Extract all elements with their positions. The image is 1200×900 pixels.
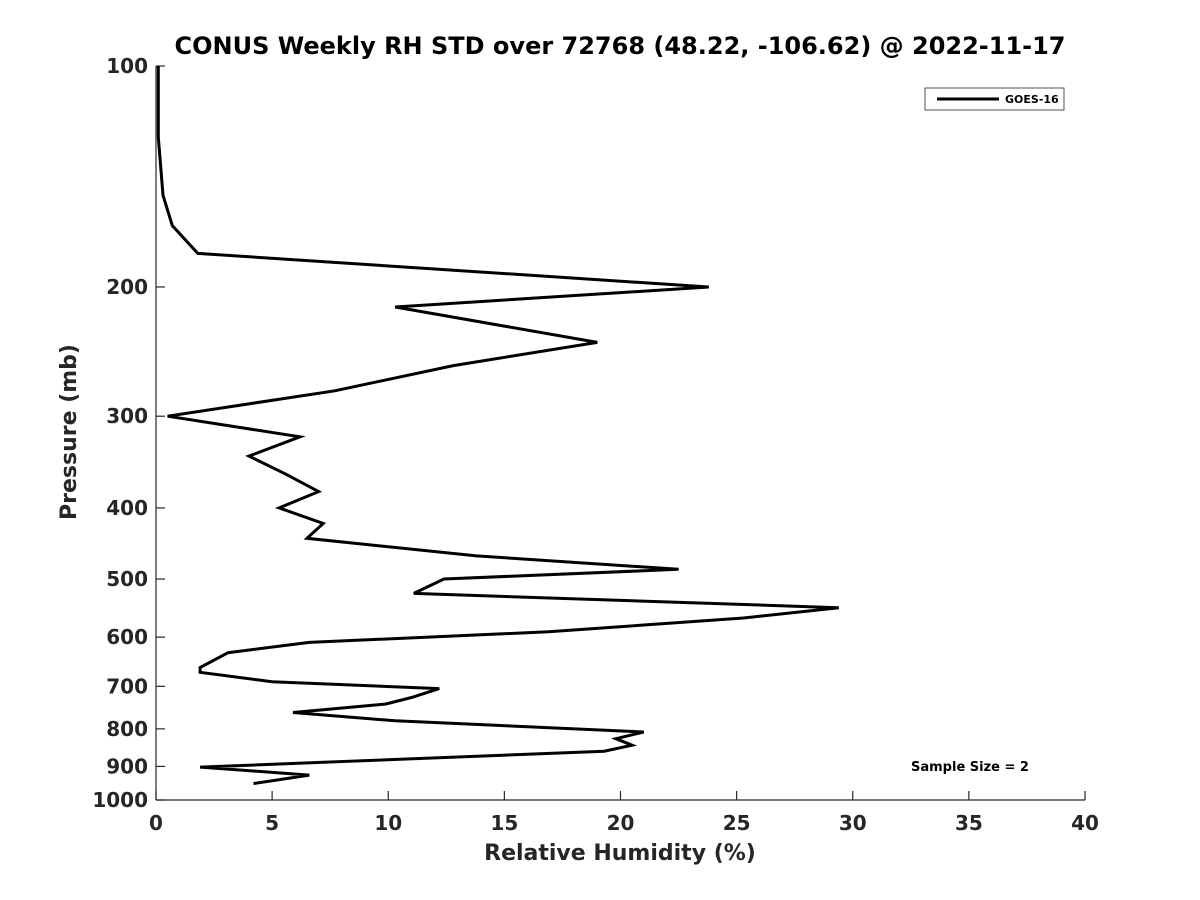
chart-title: CONUS Weekly RH STD over 72768 (48.22, -… [174, 32, 1065, 60]
x-axis-ticks: 0 5 10 15 20 25 30 35 40 [149, 791, 1099, 835]
series-line-goes-16 [156, 66, 839, 786]
y-tick-label: 900 [106, 754, 148, 778]
y-tick-label: 200 [106, 275, 148, 299]
x-tick-label: 0 [149, 811, 163, 835]
y-tick-label: 300 [106, 404, 148, 428]
sample-size-annotation: Sample Size = 2 [911, 760, 1029, 775]
y-axis-label: Pressure (mb) [57, 344, 82, 520]
plot-area: 0 5 10 15 20 25 30 35 40 100 200 300 400 500 600 700 80… [92, 54, 1099, 835]
x-axis-label: Relative Humidity (%) [484, 841, 756, 866]
x-tick-label: 20 [607, 811, 635, 835]
x-tick-label: 15 [490, 811, 518, 835]
x-tick-label: 40 [1071, 811, 1099, 835]
series-layer [156, 66, 839, 786]
y-tick-label: 500 [106, 567, 148, 591]
y-tick-label: 100 [106, 54, 148, 78]
y-tick-label: 1000 [92, 788, 148, 812]
legend: GOES-16 [924, 87, 1065, 111]
x-tick-label: 35 [955, 811, 983, 835]
x-tick-label: 10 [374, 811, 402, 835]
y-tick-label: 600 [106, 625, 148, 649]
y-tick-label: 700 [106, 674, 148, 698]
x-tick-label: 30 [839, 811, 867, 835]
y-tick-label: 800 [106, 717, 148, 741]
x-tick-label: 25 [723, 811, 751, 835]
y-tick-label: 400 [106, 496, 148, 520]
x-tick-label: 5 [265, 811, 279, 835]
legend-label-goes-16: GOES-16 [1005, 93, 1059, 106]
y-axis-ticks: 100 200 300 400 500 600 700 800 900 1000 [92, 54, 165, 812]
